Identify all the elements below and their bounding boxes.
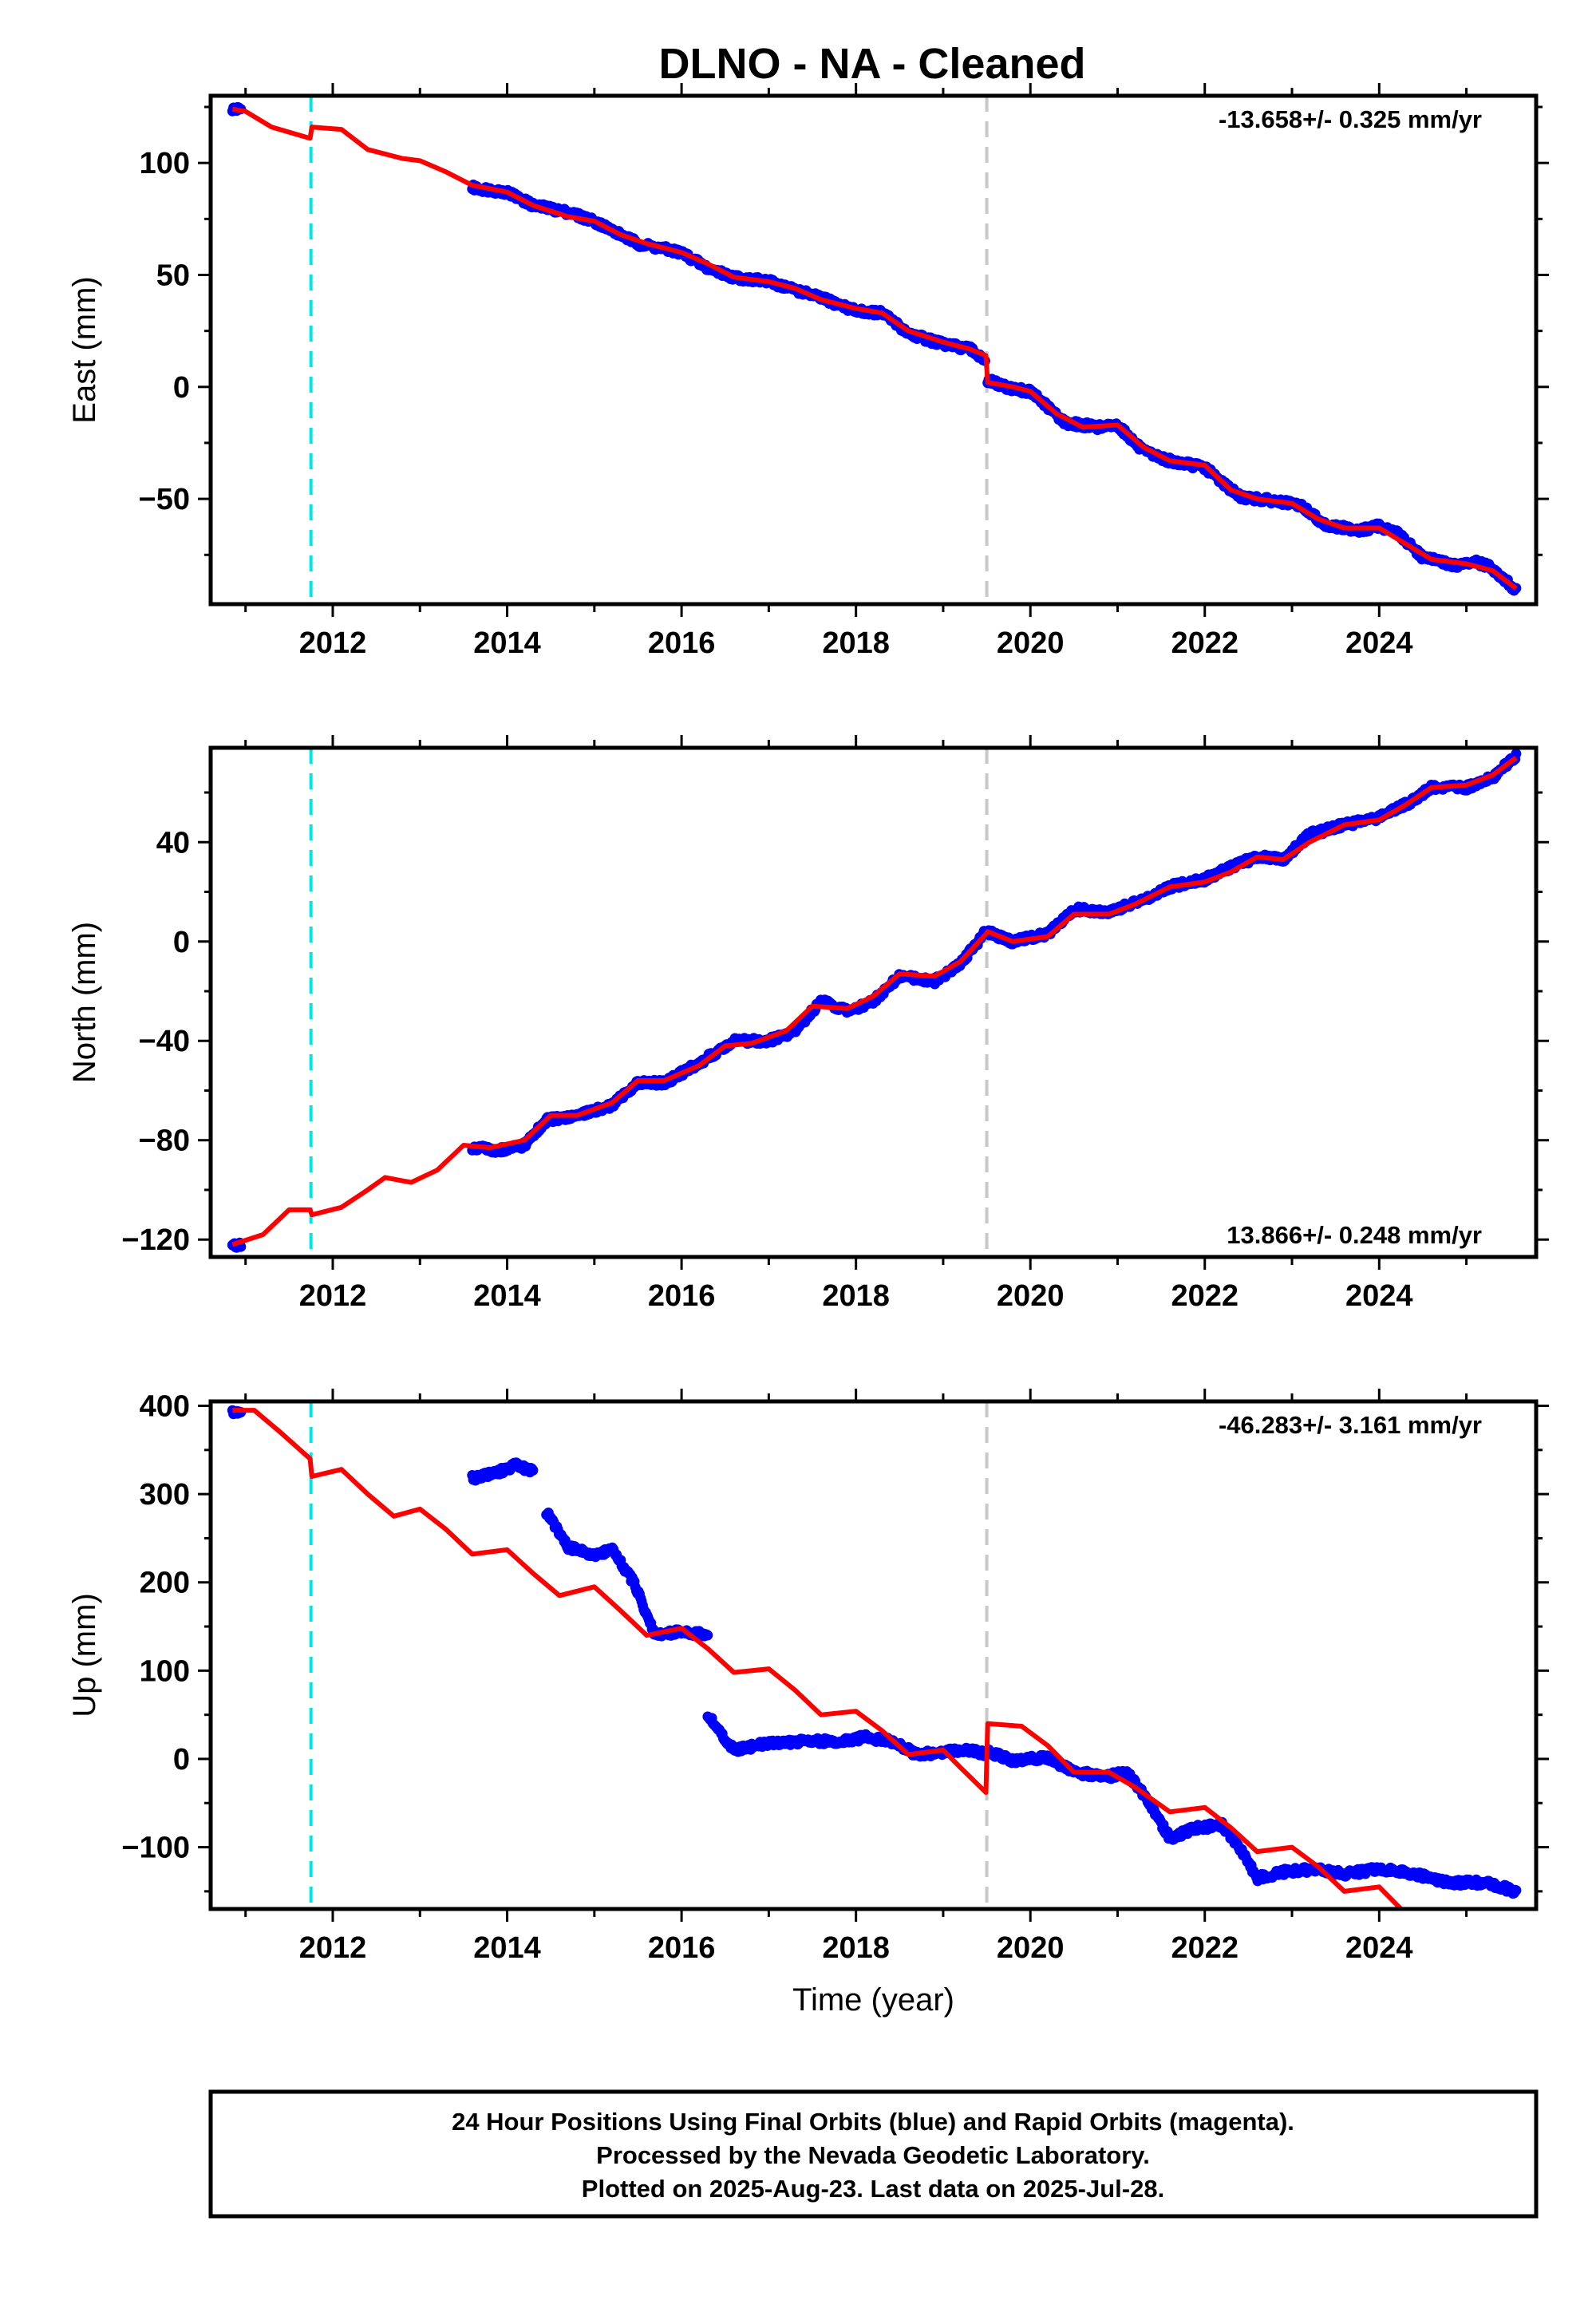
plot-area bbox=[227, 1401, 1522, 1909]
data-point bbox=[702, 1630, 713, 1641]
up-panel: −100 0 100 200 300 400 2012 2014 2016 2018 2020 202… bbox=[67, 1389, 1549, 2018]
y-axis-label: East (mm) bbox=[67, 276, 102, 423]
velocity-annotation: 13.866+/- 0.248 mm/yr bbox=[1227, 1221, 1482, 1249]
plot-area bbox=[227, 96, 1522, 604]
x-tick-label: 2018 bbox=[822, 1279, 890, 1313]
y-tick-label: 200 bbox=[140, 1567, 190, 1600]
y-tick-label: 300 bbox=[140, 1478, 190, 1512]
footer-line-1: 24 Hour Positions Using Final Orbits (bl… bbox=[452, 2108, 1294, 2136]
y-tick-label: 0 bbox=[173, 1743, 190, 1777]
plot-area bbox=[227, 748, 1522, 1257]
x-tick-label: 2014 bbox=[473, 626, 541, 660]
footer-box: 24 Hour Positions Using Final Orbits (bl… bbox=[208, 2089, 1539, 2219]
x-axis-label: Time (year) bbox=[792, 1982, 954, 2018]
north-panel: −120 −80 −40 0 40 2012 2014 2016 2018 2020 2022 202… bbox=[67, 735, 1549, 1313]
x-tick-label: 2024 bbox=[1345, 626, 1413, 660]
plot-frame bbox=[208, 1399, 1539, 1911]
y-tick-label: −50 bbox=[139, 483, 190, 516]
x-tick-label: 2024 bbox=[1345, 1931, 1413, 1965]
x-tick-label: 2016 bbox=[648, 1931, 716, 1965]
data-point bbox=[527, 1464, 539, 1476]
x-tick-label: 2022 bbox=[1171, 1931, 1238, 1965]
x-tick-label: 2018 bbox=[822, 1931, 890, 1965]
final-orbit-data-segment bbox=[541, 1508, 713, 1642]
plot-frame bbox=[208, 745, 1539, 1259]
x-tick-label: 2022 bbox=[1171, 626, 1238, 660]
y-tick-label: 40 bbox=[156, 826, 190, 860]
final-orbit-data-segment bbox=[467, 1457, 539, 1486]
x-tick-label: 2020 bbox=[997, 626, 1065, 660]
east-panel: −50 0 50 100 2012 2014 2016 2018 2020 2022 2024 Eas… bbox=[67, 83, 1549, 660]
x-tick-label: 2012 bbox=[299, 1931, 367, 1965]
y-tick-label: 100 bbox=[140, 1654, 190, 1688]
velocity-annotation: -46.283+/- 3.161 mm/yr bbox=[1219, 1411, 1482, 1439]
y-tick-label: 0 bbox=[173, 926, 190, 959]
x-tick-label: 2020 bbox=[997, 1931, 1065, 1965]
x-tick-label: 2014 bbox=[473, 1931, 541, 1965]
y-tick-label: 100 bbox=[140, 147, 190, 180]
y-axis-label: Up (mm) bbox=[67, 1593, 102, 1717]
figure-title: DLNO - NA - Cleaned bbox=[658, 40, 1085, 88]
footer-line-3: Plotted on 2025-Aug-23. Last data on 202… bbox=[582, 2175, 1164, 2203]
model-curve bbox=[232, 1408, 1404, 1909]
x-tick-label: 2018 bbox=[822, 626, 890, 660]
y-tick-label: −100 bbox=[121, 1832, 190, 1865]
y-tick-label: 0 bbox=[173, 371, 190, 405]
x-tick-label: 2012 bbox=[299, 626, 367, 660]
model-curve bbox=[231, 755, 1518, 1247]
x-tick-label: 2012 bbox=[299, 1279, 367, 1313]
y-tick-label: 400 bbox=[140, 1390, 190, 1424]
velocity-annotation: -13.658+/- 0.325 mm/yr bbox=[1219, 105, 1482, 133]
data-point bbox=[1511, 1885, 1522, 1896]
footer-frame bbox=[208, 2089, 1539, 2219]
data-point bbox=[1511, 749, 1522, 759]
y-tick-label: −40 bbox=[139, 1025, 190, 1058]
final-orbit-data-segment bbox=[982, 749, 1522, 950]
y-tick-label: −120 bbox=[121, 1223, 190, 1257]
x-tick-label: 2016 bbox=[648, 626, 716, 660]
y-tick-label: 50 bbox=[156, 259, 190, 292]
y-tick-label: −80 bbox=[139, 1124, 190, 1158]
x-tick-label: 2022 bbox=[1171, 1279, 1238, 1313]
x-tick-label: 2020 bbox=[997, 1279, 1065, 1313]
model-curve bbox=[231, 106, 1518, 591]
x-tick-label: 2014 bbox=[473, 1279, 541, 1313]
y-axis-label: North (mm) bbox=[67, 922, 102, 1083]
x-tick-label: 2016 bbox=[648, 1279, 716, 1313]
plot-frame bbox=[208, 93, 1539, 607]
x-tick-label: 2024 bbox=[1345, 1279, 1413, 1313]
footer-line-2: Processed by the Nevada Geodetic Laborat… bbox=[596, 2141, 1150, 2169]
final-orbit-data-segment bbox=[982, 1744, 1522, 1899]
